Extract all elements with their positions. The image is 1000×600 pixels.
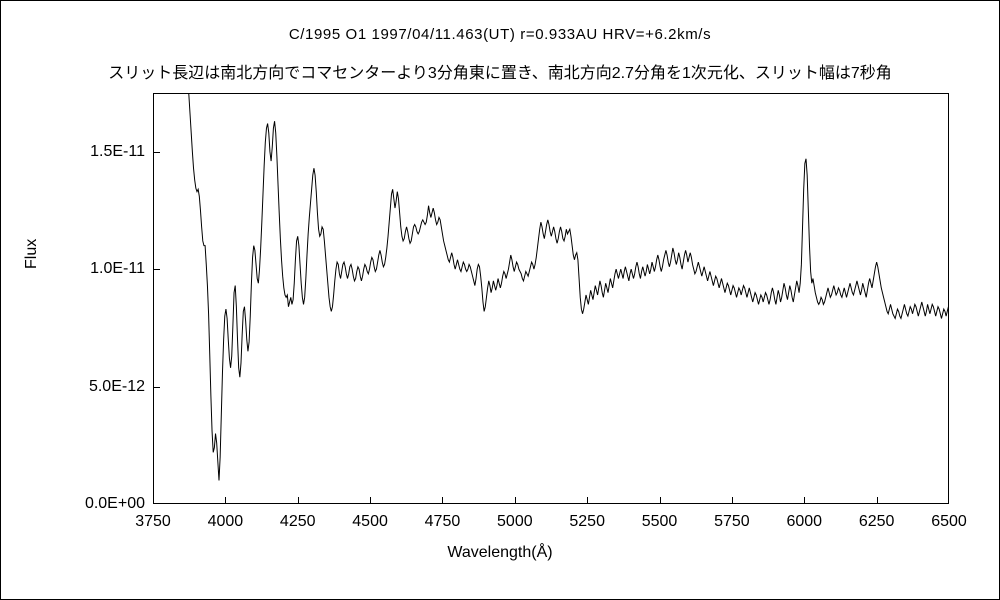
x-axis-tick [587, 497, 589, 504]
x-axis-tick [659, 497, 661, 504]
x-axis-tick-label: 4500 [352, 513, 388, 530]
chart-subtitle: スリット長辺は南北方向でコマセンターより3分角東に置き、南北方向2.7分角を1次… [108, 65, 892, 82]
y-axis-tick-label: 1.5E-11 [90, 142, 145, 160]
x-axis-title: Wavelength(Å) [447, 544, 553, 561]
x-axis-tick-label: 5250 [569, 513, 605, 530]
x-axis-tick-label: 3750 [135, 513, 171, 530]
x-axis-tick-label: 6500 [931, 513, 967, 530]
x-axis-tick-label: 6250 [858, 513, 895, 530]
x-axis-tick-label: 5750 [714, 513, 750, 530]
x-axis-tick-label: 5000 [497, 513, 533, 530]
spectrum-line-series [153, 93, 949, 504]
x-axis-tick [297, 497, 299, 504]
x-axis-tick [731, 497, 733, 504]
spectrum-path [188, 93, 949, 481]
x-axis-tick [370, 497, 372, 504]
y-axis-tick-label: 0.0E+00 [84, 495, 145, 512]
x-axis-tick-label: 4750 [424, 513, 461, 530]
y-axis-tick [153, 269, 160, 271]
plot-frame [153, 93, 949, 504]
y-axis-tick-labels: 0.0E+00 5.0E-12 1.0E-11 1.5E-11 [1, 1, 145, 599]
y-axis-tick [153, 386, 160, 388]
x-axis-tick-label: 6000 [786, 513, 823, 530]
x-axis-tick [442, 497, 444, 504]
x-axis-tick [804, 497, 806, 504]
x-axis-tick-label: 4250 [279, 513, 316, 530]
y-axis-tick [153, 151, 160, 153]
y-axis-tick-label: 1.0E-11 [90, 260, 145, 278]
y-axis-tick-label: 5.0E-12 [88, 377, 145, 395]
x-axis-tick-label: 4000 [207, 513, 244, 530]
x-axis-tick [514, 497, 516, 504]
plot-area [153, 93, 949, 504]
x-axis-tick [876, 497, 878, 504]
x-axis-tick [225, 497, 227, 504]
x-axis-tick-label: 5500 [641, 513, 678, 530]
chart-title: C/1995 O1 1997/04/11.463(UT) r=0.933AU H… [288, 26, 712, 43]
